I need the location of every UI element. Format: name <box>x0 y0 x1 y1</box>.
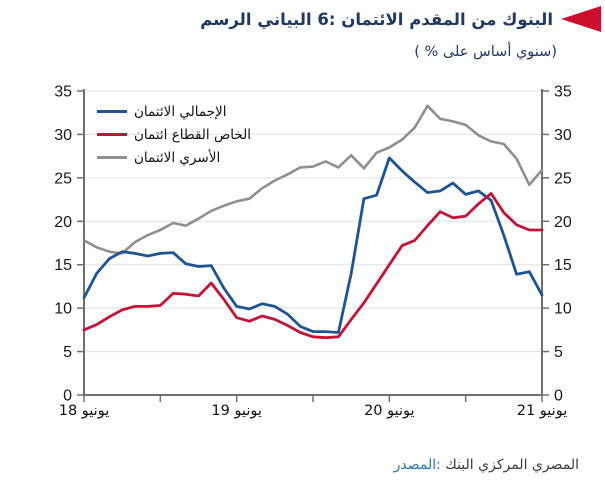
x-axis-label: يونيو 21 <box>516 403 568 419</box>
private-sector-credit-line-swatch <box>97 133 127 136</box>
x-axis-label: يونيو 19 <box>211 403 262 419</box>
series-line-0 <box>82 156 544 334</box>
chart-header: الرسم‎ البياني‎ 6: الائتمان‎ المقدم‎ من‎… <box>0 4 601 34</box>
svg-text:15: 15 <box>554 257 572 274</box>
svg-text:15: 15 <box>54 257 72 274</box>
svg-text:20: 20 <box>554 214 572 231</box>
svg-text:20: 20 <box>54 214 72 231</box>
svg-text:5: 5 <box>554 344 563 361</box>
y-axis-labels-right: 0 5 10 15 20 25 30 35 <box>554 84 572 405</box>
legend-item-private-sector-credit: ائتمان‎ القطاع‎ الخاص <box>97 123 251 146</box>
household-credit-line-swatch <box>97 156 127 159</box>
source-note: المصدر‎: البنك‎ المركزي‎ المصري <box>394 457 579 473</box>
chart-legend: الائتمان‎ الإجمالي ائتمان‎ القطاع‎ الخاص… <box>97 100 251 169</box>
svg-text:35: 35 <box>554 84 572 101</box>
source-label: المصدر‎: <box>393 457 441 473</box>
svg-text:30: 30 <box>554 127 572 144</box>
series-lines <box>82 104 544 340</box>
legend-item-household-credit: الائتمان‎ الأسري <box>97 146 251 169</box>
red-flag-icon <box>561 6 601 32</box>
legend-label: الائتمان‎ الأسري <box>134 149 221 166</box>
source-text: البنك‎ المركزي‎ المصري <box>445 457 579 473</box>
chart-title: الرسم‎ البياني‎ 6: الائتمان‎ المقدم‎ من‎… <box>200 9 553 29</box>
y-ticks <box>77 90 549 396</box>
svg-text:10: 10 <box>554 301 572 318</box>
x-axis-label: يونيو 18 <box>58 403 110 419</box>
legend-label: الائتمان‎ الإجمالي <box>134 103 227 120</box>
svg-text:5: 5 <box>63 344 72 361</box>
svg-text:25: 25 <box>54 170 72 187</box>
y-gridlines <box>84 90 542 353</box>
series-line-2 <box>82 104 544 255</box>
legend-label: ائتمان‎ القطاع‎ الخاص <box>134 126 251 143</box>
x-ticks <box>83 395 543 402</box>
svg-text:10: 10 <box>54 301 72 318</box>
svg-text:25: 25 <box>554 170 572 187</box>
svg-text:0: 0 <box>554 388 563 405</box>
total-credit-line-swatch <box>97 110 127 113</box>
y-axis-labels-left: 0 5 10 15 20 25 30 35 <box>54 84 72 405</box>
series-line-1 <box>82 192 544 340</box>
svg-text:0: 0 <box>63 388 72 405</box>
svg-text:35: 35 <box>54 84 72 101</box>
x-axis-label: يونيو 20 <box>364 403 415 419</box>
chart-subtitle: ( % على‎ أساس‎ سنوي) <box>414 44 557 60</box>
legend-item-total-credit: الائتمان‎ الإجمالي <box>97 100 251 123</box>
svg-text:30: 30 <box>54 127 72 144</box>
